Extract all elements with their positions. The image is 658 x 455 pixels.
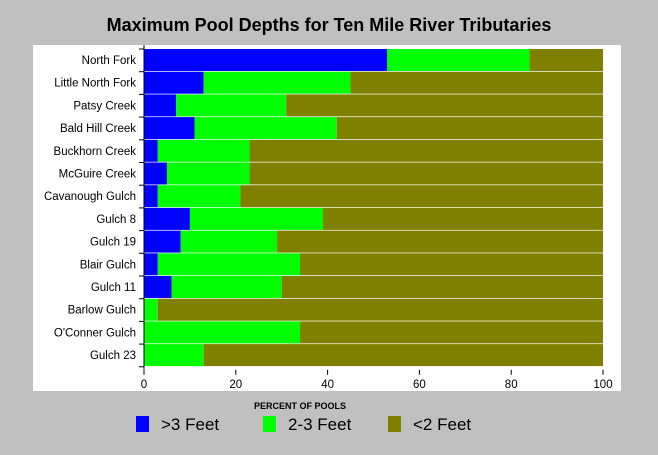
bar-2-3-feet-bald-hill-creek <box>194 117 337 140</box>
bar--2-feet-bald-hill-creek <box>336 117 603 140</box>
bar-2-3-feet-barlow-gulch <box>144 298 158 321</box>
category-label: Gulch 19 <box>90 237 136 249</box>
bar--3-feet-blair-gulch <box>144 253 158 276</box>
bar-2-3-feet-cavanough-gulch <box>157 185 241 208</box>
bar--2-feet-buckhorn-creek <box>249 139 603 162</box>
category-label: Gulch 23 <box>90 350 136 362</box>
category-label: McGuire Creek <box>59 169 137 181</box>
bar-2-3-feet-o-conner-gulch <box>144 321 301 344</box>
category-label: Gulch 8 <box>96 214 136 226</box>
legend-swatch <box>263 416 276 432</box>
bar--3-feet-gulch-11 <box>144 276 172 298</box>
x-tick-label: 100 <box>593 379 612 391</box>
category-labels: North Fork Little North Fork Patsy Creek Ba… <box>44 55 136 362</box>
x-tick-label: 40 <box>321 379 334 391</box>
bar-2-3-feet-blair-gulch <box>157 253 301 276</box>
bar--3-feet-mcguire-creek <box>144 162 167 185</box>
x-tick-label: 0 <box>141 379 147 391</box>
bar--2-feet-barlow-gulch <box>157 298 603 321</box>
bar--2-feet-north-fork <box>529 49 603 71</box>
bar--3-feet-gulch-19 <box>144 230 181 253</box>
x-tick-label: 60 <box>413 379 426 391</box>
category-label: O'Conner Gulch <box>54 327 136 339</box>
category-label: Barlow Gulch <box>68 305 136 317</box>
bar-2-3-feet-gulch-11 <box>171 276 282 298</box>
x-tick-label: 80 <box>505 379 518 391</box>
axes <box>139 45 604 375</box>
bar-2-3-feet-patsy-creek <box>176 94 287 117</box>
category-label: Cavanough Gulch <box>44 191 136 203</box>
bar-2-3-feet-buckhorn-creek <box>157 139 250 162</box>
bar-2-3-feet-little-north-fork <box>203 71 351 94</box>
bar--2-feet-gulch-23 <box>203 344 604 367</box>
bar--3-feet-north-fork <box>144 49 388 71</box>
legend-swatch <box>388 416 401 432</box>
category-label: Patsy Creek <box>73 100 136 112</box>
bar--2-feet-mcguire-creek <box>249 162 603 185</box>
x-tick-labels: 0 20 40 60 80 100 <box>141 379 613 391</box>
bar-2-3-feet-gulch-19 <box>180 230 278 253</box>
bar-2-3-feet-gulch-23 <box>144 344 204 367</box>
bar-2-3-feet-mcguire-creek <box>166 162 250 185</box>
x-tick-label: 20 <box>229 379 242 391</box>
bar--2-feet-blair-gulch <box>300 253 603 276</box>
bar--3-feet-patsy-creek <box>144 94 177 117</box>
bar--3-feet-bald-hill-creek <box>144 117 195 140</box>
bar--2-feet-little-north-fork <box>350 71 603 94</box>
legend: >3 Feet 2-3 Feet <2 Feet <box>136 415 471 434</box>
legend-swatch <box>136 416 149 432</box>
x-axis-label: PERCENT OF POOLS <box>254 401 346 411</box>
bar--2-feet-cavanough-gulch <box>240 185 603 208</box>
legend-label: >3 Feet <box>161 415 219 434</box>
bar--3-feet-buckhorn-creek <box>144 139 158 162</box>
category-label: North Fork <box>82 55 137 67</box>
bar-2-3-feet-gulch-8 <box>189 207 324 230</box>
bar--2-feet-gulch-8 <box>323 207 603 230</box>
bar--3-feet-little-north-fork <box>144 71 204 94</box>
bar--2-feet-o-conner-gulch <box>300 321 603 344</box>
bar--2-feet-patsy-creek <box>286 94 603 117</box>
category-label: Little North Fork <box>54 78 136 90</box>
bar--2-feet-gulch-19 <box>277 230 603 253</box>
bars-layer <box>144 49 604 367</box>
legend-label: 2-3 Feet <box>288 415 352 434</box>
category-label: Blair Gulch <box>80 259 136 271</box>
category-label: Buckhorn Creek <box>54 146 137 158</box>
category-label: Gulch 11 <box>91 282 136 294</box>
bar--3-feet-gulch-8 <box>144 207 190 230</box>
bar-2-3-feet-north-fork <box>387 49 530 71</box>
bar--3-feet-cavanough-gulch <box>144 185 158 208</box>
bar--2-feet-gulch-11 <box>281 276 603 298</box>
category-label: Bald Hill Creek <box>60 123 136 135</box>
chart-title: Maximum Pool Depths for Ten Mile River T… <box>107 15 552 35</box>
legend-label: <2 Feet <box>413 415 471 434</box>
